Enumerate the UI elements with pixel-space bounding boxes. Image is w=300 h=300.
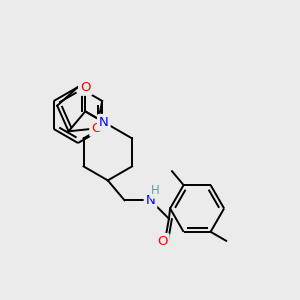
Text: N: N [146, 194, 155, 207]
Text: H: H [151, 184, 160, 197]
Text: O: O [91, 122, 102, 135]
Text: N: N [99, 116, 109, 129]
Text: O: O [80, 81, 91, 94]
Text: O: O [157, 235, 168, 248]
